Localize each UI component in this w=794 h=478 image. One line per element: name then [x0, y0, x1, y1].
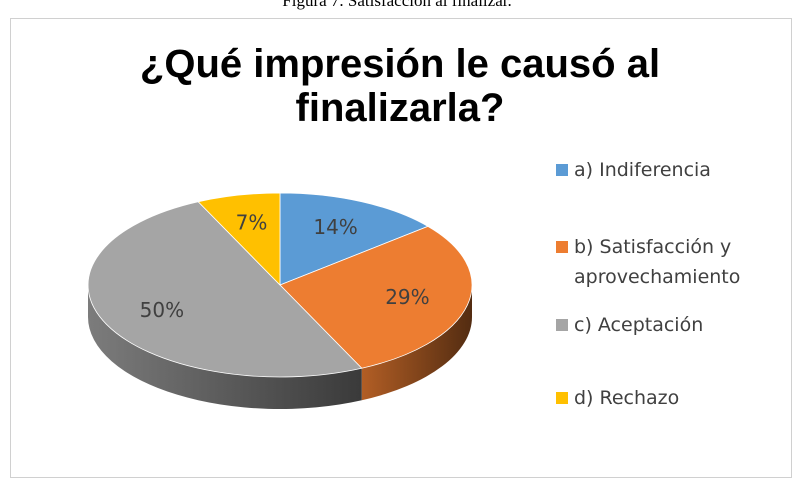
legend-item: d) Rechazo — [556, 383, 774, 413]
legend-label: a) Indiferencia — [574, 159, 711, 181]
data-label: 7% — [236, 210, 268, 234]
data-label: 29% — [385, 285, 429, 309]
pie-slice — [87, 201, 363, 378]
pie-slice — [197, 192, 281, 286]
pie-side — [88, 285, 362, 410]
legend-label: d) Rechazo — [574, 387, 680, 409]
caption: Figura 7. Satisfacción al finalizar. — [282, 0, 512, 10]
legend-swatch — [556, 392, 568, 404]
legend-item: b) Satisfacción y aprovechamiento — [556, 232, 774, 292]
pie-slice — [279, 192, 429, 286]
legend-swatch — [556, 241, 568, 253]
data-label: 14% — [313, 215, 357, 239]
legend-item: c) Aceptación — [556, 310, 774, 340]
legend-swatch — [556, 319, 568, 331]
legend-label: c) Aceptación — [574, 314, 704, 336]
legend-item: a) Indiferencia — [556, 155, 774, 185]
legend-label: b) Satisfacción y aprovechamiento — [574, 236, 741, 288]
legend-swatch — [556, 164, 568, 176]
pie-side — [361, 285, 472, 401]
pie-slice — [279, 225, 473, 369]
chart-title: ¿Qué impresión le causó al finalizarla? — [139, 42, 661, 130]
data-label: 50% — [140, 298, 184, 322]
